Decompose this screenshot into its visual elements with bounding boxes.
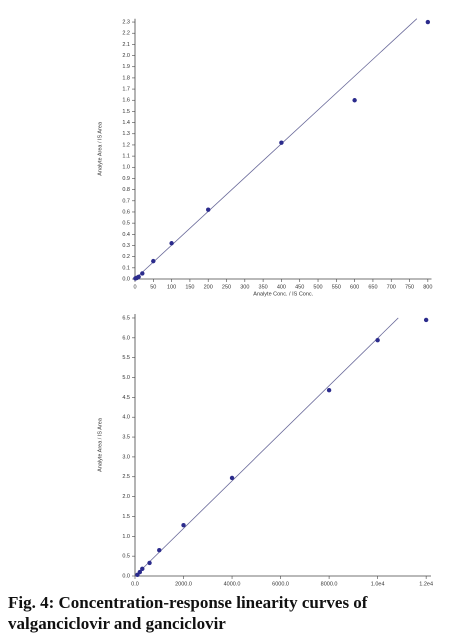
- y-tick-label: 2.5: [122, 474, 130, 480]
- y-tick-label: 1.0: [122, 534, 130, 540]
- y-tick-label: 4.5: [122, 395, 130, 401]
- y-tick-label: 0.6: [122, 209, 130, 215]
- y-tick-label: 1.1: [122, 154, 130, 160]
- y-tick-label: 2.2: [122, 31, 130, 37]
- data-point: [157, 547, 162, 553]
- data-point: [423, 317, 429, 323]
- y-axis-label: Analyte Area / IS Area: [97, 121, 103, 176]
- x-tick-label: 0.0: [131, 581, 139, 587]
- data-point: [352, 98, 357, 103]
- x-tick-label: 600: [350, 284, 359, 290]
- y-tick-label: 6.5: [122, 315, 130, 321]
- y-tick-label: 1.9: [122, 64, 130, 70]
- y-tick-label: 0.4: [122, 232, 130, 238]
- y-tick-label: 0.5: [122, 554, 130, 560]
- y-tick-label: 2.0: [122, 53, 130, 59]
- y-tick-label: 0.0: [122, 276, 130, 282]
- data-point: [147, 560, 152, 566]
- y-tick-label: 4.0: [122, 415, 130, 421]
- x-tick-label: 350: [259, 284, 268, 290]
- data-point: [136, 274, 141, 279]
- x-tick-label: 150: [185, 284, 194, 290]
- y-tick-label: 1.6: [122, 98, 130, 104]
- fit-line: [134, 18, 418, 280]
- y-tick-label: 6.0: [122, 335, 130, 341]
- y-tick-label: 0.2: [122, 254, 130, 260]
- y-tick-label: 1.2: [122, 142, 130, 148]
- y-tick-label: 0.0: [122, 573, 130, 579]
- x-tick-label: 6000.0: [272, 581, 289, 587]
- data-point: [151, 258, 156, 264]
- x-tick-label: 8000.0: [321, 581, 338, 587]
- y-tick-label: 1.5: [122, 514, 130, 520]
- y-tick-label: 2.1: [122, 42, 130, 48]
- x-tick-label: 200: [204, 284, 213, 290]
- data-point: [140, 566, 145, 572]
- y-tick-label: 1.3: [122, 131, 130, 137]
- x-tick-label: 50: [150, 284, 156, 290]
- caption: Fig. 4: Concentration-response linearity…: [8, 593, 368, 633]
- x-tick-label: 2000.0: [175, 581, 192, 587]
- x-axis-label: Analyte Conc. / IS Conc.: [253, 291, 313, 297]
- y-tick-label: 0.8: [122, 187, 130, 193]
- x-tick-label: 1.2e4: [419, 581, 433, 587]
- y-tick-label: 1.8: [122, 75, 130, 81]
- data-point: [140, 271, 145, 276]
- data-point: [326, 388, 332, 393]
- x-tick-label: 400: [277, 284, 286, 290]
- x-tick-label: 500: [313, 284, 322, 290]
- y-tick-label: 2.0: [122, 494, 130, 500]
- fit-line: [134, 317, 399, 577]
- x-tick-label: 700: [387, 284, 396, 290]
- y-tick-label: 1.0: [122, 165, 130, 171]
- data-point: [169, 241, 174, 246]
- y-tick-label: 0.5: [122, 221, 130, 227]
- data-point: [137, 569, 143, 575]
- y-axis-label: Analyte Area / IS Area: [97, 417, 103, 472]
- data-point: [181, 522, 186, 528]
- x-tick-label: 1.0e4: [371, 581, 385, 587]
- x-tick-label: 550: [332, 284, 341, 290]
- x-tick-label: 800: [423, 284, 432, 290]
- y-tick-label: 1.4: [122, 120, 130, 126]
- y-tick-label: 1.7: [122, 87, 130, 93]
- x-tick-label: 4000.0: [224, 581, 241, 587]
- y-tick-label: 1.5: [122, 109, 130, 115]
- data-point: [375, 338, 380, 343]
- y-tick-label: 3.0: [122, 454, 130, 460]
- y-tick-label: 0.3: [122, 243, 130, 249]
- x-tick-label: 0: [133, 284, 136, 290]
- y-tick-label: 0.1: [122, 265, 130, 271]
- x-tick-label: 250: [222, 284, 231, 290]
- data-point: [279, 140, 284, 145]
- y-tick-label: 5.0: [122, 375, 130, 381]
- data-point: [229, 475, 235, 481]
- y-tick-label: 2.3: [122, 20, 130, 26]
- x-tick-label: 100: [167, 284, 176, 290]
- x-tick-label: 450: [295, 284, 304, 290]
- x-tick-label: 300: [240, 284, 249, 290]
- data-point: [206, 207, 211, 212]
- data-point: [425, 19, 431, 25]
- y-tick-label: 0.7: [122, 198, 130, 204]
- y-tick-label: 5.5: [122, 355, 130, 361]
- x-tick-label: 750: [405, 284, 414, 290]
- y-tick-label: 0.9: [122, 176, 130, 182]
- y-tick-label: 3.5: [122, 435, 130, 441]
- x-tick-label: 650: [368, 284, 377, 290]
